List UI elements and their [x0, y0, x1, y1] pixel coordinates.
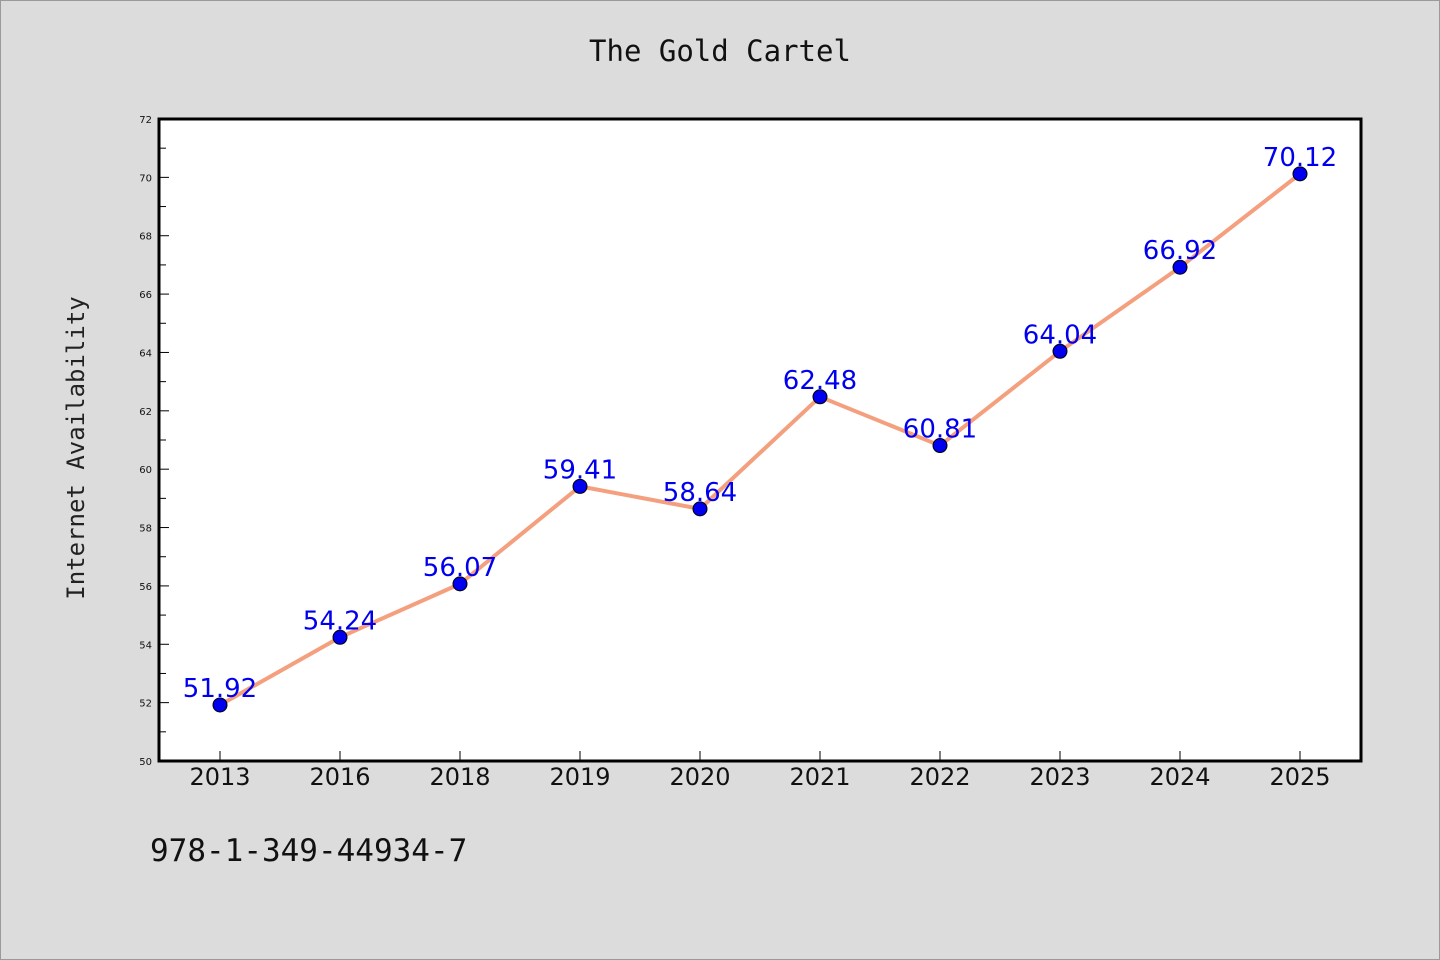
x-tick-label: 2023 [1029, 763, 1090, 791]
data-point [212, 697, 228, 713]
data-point [1292, 166, 1308, 182]
isbn-annotation: 978-1-349-44934-7 [150, 833, 468, 869]
data-point [812, 389, 828, 405]
data-point [452, 576, 468, 592]
data-point [1172, 259, 1188, 275]
y-tick-label: 56 [139, 582, 152, 593]
series-line [219, 172, 1302, 707]
data-point [332, 629, 348, 645]
y-axis: 50 52 54 56 58 60 62 64 66 68 70 72 [139, 115, 169, 768]
y-tick-label: 62 [139, 407, 152, 418]
x-tick-label: 2018 [429, 763, 490, 791]
data-label: 60.81 [903, 415, 977, 445]
y-tick-label: 66 [139, 290, 152, 301]
data-point [692, 501, 708, 517]
data-label: 64.04 [1023, 320, 1097, 350]
x-axis: 2013 2016 2018 2019 2020 2021 2022 2023 2024 2025 [189, 751, 1331, 791]
data-label: 66.92 [1143, 236, 1217, 266]
y-tick-label: 68 [139, 232, 152, 243]
y-tick-label: 60 [139, 465, 152, 476]
plot-area [157, 117, 1363, 763]
y-tick-label: 72 [139, 115, 152, 126]
y-tick-label: 58 [139, 524, 152, 535]
x-tick-label: 2024 [1149, 763, 1210, 791]
series-1 [212, 166, 1308, 713]
x-tick-label: 2021 [789, 763, 850, 791]
data-point [932, 438, 948, 454]
x-tick-label: 2016 [309, 763, 370, 791]
x-tick-label: 2022 [909, 763, 970, 791]
data-label: 62.48 [783, 366, 857, 396]
data-label: 59.41 [543, 455, 617, 485]
y-tick-label: 54 [139, 640, 152, 651]
data-label: 56.07 [423, 553, 497, 583]
x-tick-label: 2020 [669, 763, 730, 791]
data-point [1052, 343, 1068, 359]
x-tick-label: 2013 [189, 763, 250, 791]
x-tick-label: 2019 [549, 763, 610, 791]
data-label: 70.12 [1263, 143, 1337, 173]
y-tick-label: 50 [139, 757, 152, 768]
y-tick-label: 64 [139, 348, 152, 359]
data-labels: 51.92 54.24 56.07 59.41 58.64 62.48 60.81 64.04… [183, 143, 1337, 704]
data-label: 54.24 [303, 606, 377, 636]
data-point [572, 478, 588, 494]
chart-title: The Gold Cartel [589, 34, 851, 68]
data-label: 58.64 [663, 478, 737, 508]
y-tick-label: 70 [139, 173, 152, 184]
y-tick-label: 52 [139, 699, 152, 710]
data-label: 51.92 [183, 674, 257, 704]
x-tick-label: 2025 [1269, 763, 1330, 791]
